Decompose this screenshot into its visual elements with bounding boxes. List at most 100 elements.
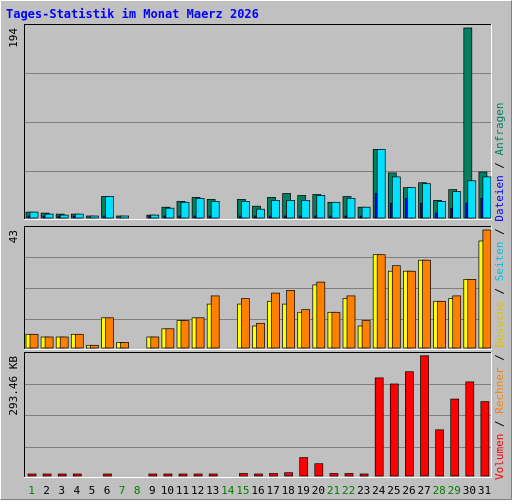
- bar-seiten-day-23: [361, 206, 371, 219]
- bar-seiten-day-6: [105, 196, 114, 219]
- day-label: 17: [266, 484, 279, 497]
- bar-volumen-day-17: [269, 473, 278, 477]
- bar-volumen-day-4: [72, 473, 82, 477]
- day-label: 13: [206, 484, 219, 497]
- bar-rechner-day-10: [165, 328, 175, 349]
- bar-volumen-day-6: [103, 473, 112, 477]
- bar-seiten-day-18: [286, 200, 295, 219]
- bar-volumen-day-9: [148, 473, 158, 477]
- bar-rechner-day-29: [452, 295, 462, 349]
- day-labels: 1 2 3 4 5 6 7 8 9 10 11 12 13 14 15 16 17 18 19 20 21 22 23 24 2…: [28, 484, 491, 497]
- day-label: 31: [478, 484, 491, 497]
- bar-seiten-day-21: [331, 201, 341, 219]
- bar-rechner-day-26: [407, 270, 416, 349]
- bar-rechner-day-20: [316, 281, 326, 349]
- bar-volumen-day-18: [284, 472, 293, 477]
- day-label: 19: [297, 484, 310, 497]
- bar-volumen-day-20: [314, 463, 324, 477]
- bar-volumen-day-12: [193, 473, 203, 477]
- anfragen-panel: 194: [7, 24, 492, 220]
- bar-rechner-day-3: [59, 336, 69, 349]
- bar-rechner-day-5: [90, 344, 99, 349]
- bar-seiten-day-29: [452, 191, 462, 219]
- bar-rechner-day-19: [301, 309, 311, 349]
- day-label: 30: [463, 484, 476, 497]
- bar-rechner-day-31: [482, 229, 492, 349]
- bar-rechner-day-17: [271, 292, 280, 349]
- bar-rechner-day-4: [74, 333, 84, 349]
- bar-volumen-day-27: [420, 355, 429, 477]
- bar-volumen-day-19: [299, 457, 309, 477]
- day-label: 5: [89, 484, 96, 497]
- day-label: 21: [327, 484, 340, 497]
- y-max-label: 43: [7, 230, 20, 243]
- bar-volumen-day-2: [42, 473, 52, 477]
- bar-volumen-day-11: [178, 473, 188, 477]
- bar-seiten-day-11: [180, 201, 190, 219]
- day-label: 16: [251, 484, 264, 497]
- bar-volumen-day-23: [359, 473, 369, 477]
- legend-besuche: Besuche: [493, 301, 506, 347]
- bar-seiten-day-10: [165, 207, 175, 219]
- bar-seiten-day-19: [301, 200, 311, 219]
- bar-seiten-day-9: [150, 214, 160, 219]
- bar-volumen-day-30: [465, 381, 475, 477]
- legend-dateien: Dateien: [493, 175, 506, 221]
- day-label: 10: [161, 484, 174, 497]
- day-label: 24: [372, 484, 386, 497]
- bar-rechner-day-1: [29, 333, 39, 349]
- legend-seiten: Seiten: [493, 242, 506, 282]
- y-max-label: 194: [7, 28, 20, 48]
- day-label: 15: [236, 484, 249, 497]
- bar-rechner-day-22: [346, 295, 356, 349]
- bar-rechner-day-13: [210, 295, 220, 349]
- bar-volumen-day-1: [27, 473, 37, 477]
- day-label: 11: [176, 484, 189, 497]
- bar-seiten-day-13: [210, 201, 220, 219]
- bar-seiten-day-27: [422, 183, 431, 219]
- bar-volumen-day-25: [389, 383, 399, 477]
- bar-volumen-day-3: [57, 473, 67, 477]
- bar-volumen-day-31: [480, 401, 490, 477]
- bar-volumen-day-22: [344, 473, 354, 477]
- bar-seiten-day-4: [74, 213, 84, 219]
- bar-seiten-day-22: [346, 198, 356, 219]
- legend-separator: /: [493, 155, 506, 175]
- bar-seiten-day-12: [195, 198, 205, 219]
- day-label: 8: [134, 484, 141, 497]
- volumen-panel: 293.46 KB: [7, 352, 492, 478]
- day-label: 6: [104, 484, 111, 497]
- bar-volumen-day-28: [435, 429, 444, 477]
- bar-seiten-day-31: [482, 176, 492, 219]
- bar-volumen-day-15: [239, 473, 248, 477]
- legend-volumen: Volumen: [493, 434, 506, 480]
- day-label: 7: [119, 484, 126, 497]
- bar-rechner-day-7: [120, 342, 129, 349]
- bar-rechner-day-25: [391, 265, 401, 349]
- bar-rechner-day-2: [44, 336, 54, 349]
- day-label: 23: [357, 484, 370, 497]
- bar-seiten-day-3: [59, 214, 69, 219]
- bar-seiten-day-28: [437, 201, 446, 219]
- day-label: 28: [433, 484, 446, 497]
- chart-title: Tages-Statistik im Monat Maerz 2026: [6, 7, 259, 21]
- day-label: 25: [387, 484, 400, 497]
- bar-volumen-day-13: [208, 473, 218, 477]
- day-label: 4: [73, 484, 80, 497]
- bar-seiten-day-15: [241, 201, 250, 219]
- bar-volumen-day-26: [405, 371, 414, 477]
- bar-rechner-day-27: [422, 259, 431, 349]
- day-label: 29: [448, 484, 461, 497]
- legend-separator: /: [493, 348, 506, 368]
- bar-rechner-day-11: [180, 320, 190, 349]
- bar-seiten-day-1: [29, 211, 39, 219]
- bar-rechner-day-24: [376, 254, 386, 349]
- legend-separator: /: [493, 281, 506, 301]
- bar-seiten-day-16: [256, 208, 265, 219]
- day-label: 9: [149, 484, 156, 497]
- chart-panels: 194 43 293.46 KB: [7, 24, 492, 478]
- besuche-panel: 43: [7, 226, 492, 350]
- bar-rechner-day-28: [437, 300, 446, 349]
